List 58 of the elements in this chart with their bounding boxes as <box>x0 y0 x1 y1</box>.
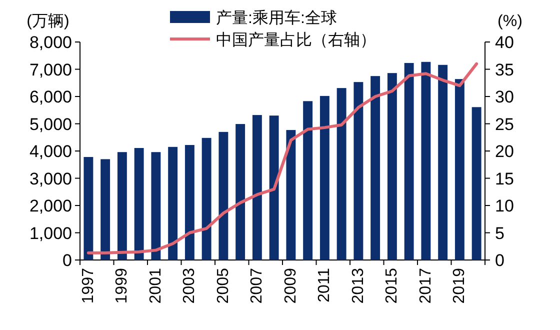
bar <box>472 107 482 260</box>
bar <box>252 115 262 260</box>
bar <box>404 62 414 260</box>
y2-tick-label: 15 <box>495 169 514 188</box>
bar <box>303 101 313 260</box>
bar <box>370 76 380 260</box>
y-tick-label: 8,000 <box>29 33 72 52</box>
y-tick-label: 5,000 <box>29 114 72 134</box>
bar <box>421 62 431 260</box>
bar <box>454 79 464 260</box>
bar <box>184 145 194 260</box>
x-tick-label: 2015 <box>384 268 401 304</box>
bar <box>202 138 212 260</box>
y-tick-label: 1,000 <box>29 224 72 243</box>
y2-tick-label: 40 <box>495 33 514 52</box>
x-tick-label: 2011 <box>316 268 334 302</box>
x-tick-label: 2013 <box>350 268 367 304</box>
x-tick-label: 2001 <box>147 268 164 304</box>
bar <box>100 159 110 260</box>
x-tick-label: 2007 <box>248 268 266 304</box>
legend-label: 中国产量占比（右轴） <box>216 31 376 49</box>
bar <box>168 146 178 260</box>
x-tick-label: 2009 <box>282 268 300 304</box>
legend-label: 产量:乘用车:全球 <box>216 9 337 27</box>
y-tick-label: 7,000 <box>29 60 72 80</box>
y-tick-label: 2,000 <box>29 196 72 216</box>
y2-tick-label: 0 <box>495 251 504 270</box>
bar <box>151 152 161 260</box>
bar <box>218 132 228 260</box>
y2-tick-label: 30 <box>495 88 514 106</box>
y-tick-label: 0 <box>62 251 72 270</box>
bar <box>354 82 364 260</box>
y2-tick-label: 10 <box>495 196 514 216</box>
bar <box>84 156 94 260</box>
bar <box>269 116 279 260</box>
x-tick-label: 2017 <box>417 268 434 304</box>
y-tick-label: 4,000 <box>29 142 72 161</box>
x-tick-label: 1997 <box>80 268 97 304</box>
y2-tick-label: 25 <box>495 114 514 134</box>
bar <box>320 96 330 260</box>
bar <box>438 64 448 260</box>
bar <box>336 88 346 260</box>
y-axis-title: (万辆) <box>26 13 70 30</box>
x-tick-label: 2005 <box>214 268 232 304</box>
bar <box>117 152 127 260</box>
bar <box>286 130 296 260</box>
y2-tick-label: 5 <box>495 224 504 243</box>
bar <box>134 148 144 260</box>
y-tick-label: 3,000 <box>29 169 72 188</box>
y2-tick-label: 20 <box>495 142 514 161</box>
x-tick-label: 2019 <box>451 268 468 304</box>
x-tick-label: 2003 <box>181 268 198 304</box>
bar <box>387 73 397 260</box>
y2-tick-label: 35 <box>495 60 514 80</box>
y2-axis-title: (%) <box>498 13 522 30</box>
y-tick-label: 6,000 <box>29 88 72 106</box>
x-tick-label: 1999 <box>114 268 131 304</box>
bar <box>236 124 246 260</box>
